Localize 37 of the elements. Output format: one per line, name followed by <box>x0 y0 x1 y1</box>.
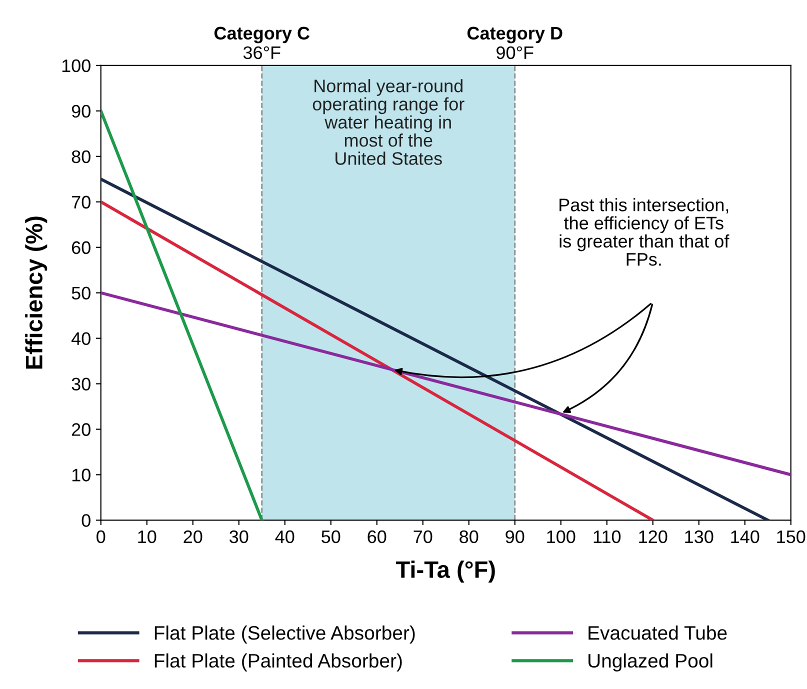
x-tick-label: 10 <box>138 530 156 544</box>
x-tick-label: 30 <box>230 530 248 544</box>
x-tick-label: 140 <box>731 530 760 544</box>
y-tick-label: 70 <box>72 196 90 209</box>
legend-label: Evacuated Tube <box>588 626 727 640</box>
x-tick-label: 20 <box>184 530 202 544</box>
x-tick-label: 80 <box>460 530 478 544</box>
x-axis-title: Ti-Ta (°F) <box>396 560 495 583</box>
legend-label: Flat Plate (Painted Absorber) <box>154 653 402 672</box>
ref-line-label: Category C 36°F <box>214 26 310 60</box>
x-tick-label: 100 <box>547 530 576 544</box>
y-tick-label: 10 <box>72 468 90 482</box>
x-tick-label: 40 <box>275 530 294 544</box>
x-tick-label: 130 <box>685 530 714 544</box>
x-tick-label: 120 <box>639 530 668 544</box>
y-tick-label: 100 <box>62 59 90 72</box>
y-axis-title: Efficiency (%) <box>25 216 48 369</box>
y-tick-label: 0 <box>82 514 90 527</box>
x-tick-label: 90 <box>506 530 524 544</box>
x-tick-label: 150 <box>777 530 806 544</box>
y-tick-label: 40 <box>71 332 90 346</box>
band-label: Normal year-round operating range for water heating in most of the United States <box>312 79 464 165</box>
y-tick-label: 60 <box>72 241 90 254</box>
legend-label: Unglazed Pool <box>588 653 712 672</box>
x-tick-label: 0 <box>96 530 106 544</box>
y-tick-label: 30 <box>72 378 90 390</box>
legend-label: Flat Plate (Selective Absorber) <box>154 626 415 644</box>
x-tick-label: 70 <box>414 530 432 544</box>
y-tick-label: 90 <box>72 104 90 118</box>
x-tick-label: 110 <box>594 530 621 544</box>
ref-line-label: Category D 90°F <box>467 26 562 60</box>
y-tick-label: 50 <box>72 286 90 300</box>
x-tick-label: 50 <box>322 530 340 544</box>
annotation: Past this intersection, the efficiency of ETs is greater than that of FPs. <box>560 198 730 266</box>
y-tick-label: 80 <box>72 150 90 164</box>
y-tick-label: 20 <box>72 423 90 436</box>
x-tick-label: 60 <box>368 530 386 544</box>
